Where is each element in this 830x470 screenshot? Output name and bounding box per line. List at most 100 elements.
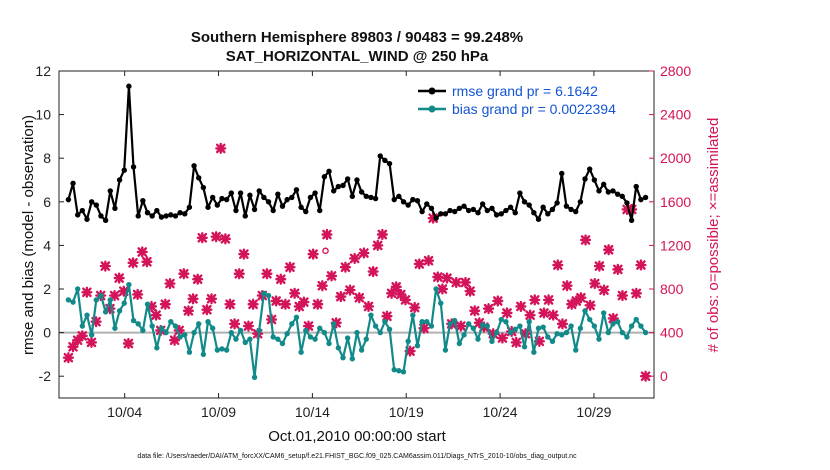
bias-point	[358, 347, 365, 353]
bias-point	[391, 366, 397, 373]
bias-point	[540, 324, 546, 330]
bias-point	[633, 316, 639, 323]
rmse-point	[312, 190, 318, 196]
obs-count-marker	[376, 228, 388, 241]
obs-count-marker	[229, 318, 241, 330]
rmse-point	[559, 170, 565, 177]
y-tick-label: 8	[43, 150, 51, 166]
rmse-point	[251, 206, 258, 213]
bias-point	[475, 336, 481, 342]
obs-count-marker	[603, 244, 615, 256]
bias-point	[382, 319, 388, 325]
bias-point	[465, 321, 472, 327]
rmse-point	[289, 194, 295, 201]
obs-count-marker	[390, 281, 402, 293]
obs-count-marker	[538, 307, 550, 319]
obs-count-marker	[519, 328, 532, 340]
obs-count-marker	[533, 335, 545, 347]
x-axis-label: Oct.01,2010 00:00:00 start	[268, 428, 446, 445]
rmse-point	[107, 188, 113, 194]
rmse-point	[517, 190, 523, 196]
obs-count-marker	[164, 277, 176, 290]
y2-tick-label: 2400	[660, 107, 691, 123]
rmse-point	[354, 177, 360, 183]
rmse-point	[330, 188, 337, 194]
rmse-point	[456, 205, 463, 212]
obs-count-marker	[210, 231, 222, 243]
bias-point	[144, 301, 151, 307]
rmse-point	[237, 190, 244, 196]
rmse-point	[577, 199, 584, 205]
bias-point	[326, 340, 332, 347]
obs-count-marker	[385, 287, 398, 299]
bias-point	[452, 317, 458, 324]
rmse-point	[205, 204, 211, 210]
bias-point	[293, 314, 300, 321]
rmse-point	[79, 207, 86, 214]
bias-point	[98, 292, 104, 299]
bias-point	[554, 330, 560, 337]
obs-count-marker	[182, 305, 195, 317]
rmse-point	[573, 208, 579, 215]
rmse-point	[447, 207, 453, 214]
legend-rmse-label: rmse grand pr = 6.1642	[452, 83, 598, 99]
rmse-point	[149, 213, 155, 219]
rmse-point	[270, 207, 276, 214]
bias-point	[354, 329, 360, 336]
bias-point	[149, 323, 155, 329]
obs-count-marker	[335, 291, 347, 303]
bias-point	[400, 369, 407, 375]
bias-point	[186, 349, 193, 355]
obs-count-marker	[482, 303, 495, 315]
obs-count-marker	[205, 293, 218, 305]
bias-point	[549, 338, 556, 345]
obs-count-marker	[455, 320, 467, 332]
obs-count-marker	[630, 287, 642, 299]
rmse-point	[526, 202, 532, 208]
obs-count-marker	[113, 272, 125, 284]
obs-count-marker	[307, 248, 319, 260]
rmse-point	[256, 188, 262, 194]
bias-point	[228, 329, 234, 336]
bias-point	[209, 325, 216, 331]
obs-count-marker	[598, 284, 610, 296]
x-tick-label: 10/14	[295, 404, 330, 420]
bias-point	[298, 349, 304, 355]
bias-point	[251, 374, 258, 380]
rmse-point	[130, 164, 137, 170]
obs-count-marker	[381, 310, 393, 322]
rmse-point	[475, 210, 481, 216]
obs-count-marker	[238, 248, 250, 260]
rmse-point	[209, 194, 216, 201]
rmse-point	[372, 195, 379, 202]
rmse-point	[521, 199, 528, 205]
bias-point	[102, 309, 109, 315]
rmse-point	[377, 153, 383, 159]
obs-count-marker	[192, 273, 204, 285]
rmse-point	[610, 188, 616, 194]
obs-count-marker	[284, 261, 296, 273]
rmse-point	[465, 207, 472, 214]
rmse-point	[503, 207, 509, 214]
bias-point	[70, 299, 76, 305]
y-tick-label: -2	[39, 368, 52, 384]
y-tick-label: 4	[43, 237, 51, 253]
rmse-point	[154, 207, 160, 214]
bias-point	[307, 334, 314, 340]
bias-point	[84, 312, 90, 318]
bias-point	[531, 349, 537, 355]
obs-count-marker	[159, 298, 171, 310]
obs-count-marker	[201, 304, 213, 316]
rmse-point	[163, 213, 169, 219]
y2-tick-label: 2000	[660, 150, 691, 166]
bias-point	[610, 321, 616, 327]
bias-point	[498, 316, 504, 323]
obs-count-marker	[358, 247, 370, 259]
bias-point	[116, 308, 123, 314]
rmse-point	[293, 187, 300, 193]
rmse-point	[638, 196, 644, 203]
bias-point	[503, 319, 509, 325]
bias-point	[154, 345, 160, 351]
rmse-point	[596, 188, 602, 194]
